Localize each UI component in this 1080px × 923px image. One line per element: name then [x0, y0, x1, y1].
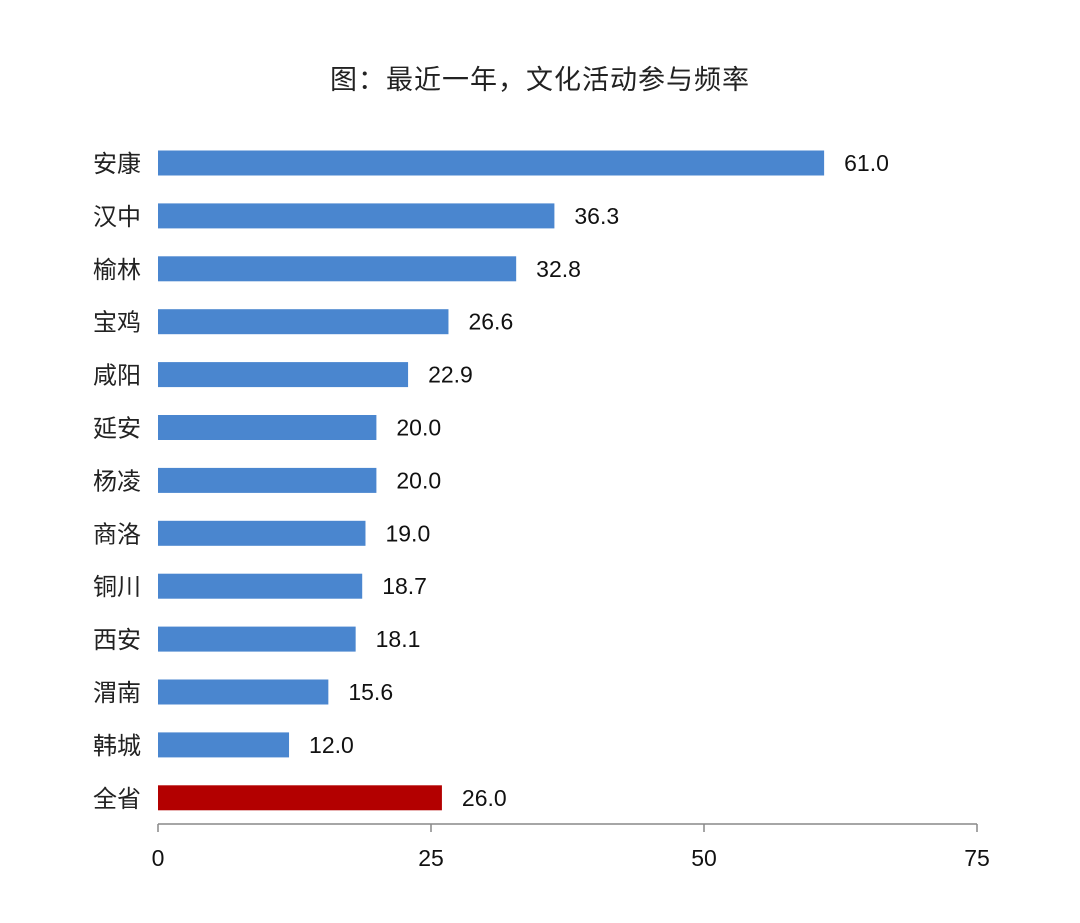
value-label: 15.6 — [348, 679, 393, 705]
bar — [158, 785, 442, 811]
bar — [158, 203, 555, 229]
bar — [158, 626, 356, 652]
category-label: 韩城 — [93, 732, 141, 760]
category-label: 商洛 — [93, 520, 141, 548]
value-label: 20.0 — [396, 415, 441, 441]
category-label: 铜川 — [93, 573, 141, 601]
x-tick-label: 75 — [964, 845, 990, 871]
value-label: 32.8 — [536, 256, 581, 282]
value-label: 61.0 — [844, 150, 889, 176]
category-label: 延安 — [93, 415, 141, 443]
bar — [158, 256, 517, 282]
value-label: 12.0 — [309, 732, 354, 758]
value-label: 19.0 — [385, 520, 430, 546]
value-label: 26.0 — [462, 785, 507, 811]
category-label: 咸阳 — [93, 362, 141, 390]
bar — [158, 573, 363, 599]
bar — [158, 467, 377, 493]
value-label: 26.6 — [468, 309, 513, 335]
value-label: 20.0 — [396, 467, 441, 493]
x-tick-label: 25 — [418, 845, 444, 871]
bar — [158, 150, 825, 176]
category-label: 榆林 — [93, 256, 141, 284]
category-label: 全省 — [93, 785, 141, 813]
category-label: 汉中 — [93, 203, 141, 231]
bar — [158, 309, 449, 335]
category-label: 宝鸡 — [93, 309, 141, 337]
category-label: 西安 — [93, 626, 141, 654]
chart-title: 图：最近一年，文化活动参与频率 — [330, 65, 750, 96]
x-tick-label: 50 — [691, 845, 717, 871]
value-label: 18.7 — [382, 573, 427, 599]
category-label: 杨凌 — [93, 467, 141, 495]
bar — [158, 520, 366, 546]
x-axis: 0 25 50 75 — [152, 823, 990, 871]
bar — [158, 415, 377, 440]
value-label: 18.1 — [376, 626, 421, 652]
bar — [158, 362, 409, 388]
bar — [158, 679, 329, 705]
value-label: 36.3 — [574, 203, 619, 229]
value-label: 22.9 — [428, 362, 473, 388]
x-tick-label: 0 — [152, 845, 165, 871]
bar — [158, 732, 290, 758]
category-label: 安康 — [93, 150, 141, 178]
bars-group: 安康 61.0 汉中 36.3 榆林 32.8 宝鸡 26.6 咸阳 22.9 延安 20.0 杨凌 20… — [93, 150, 889, 813]
category-label: 渭南 — [93, 679, 141, 707]
